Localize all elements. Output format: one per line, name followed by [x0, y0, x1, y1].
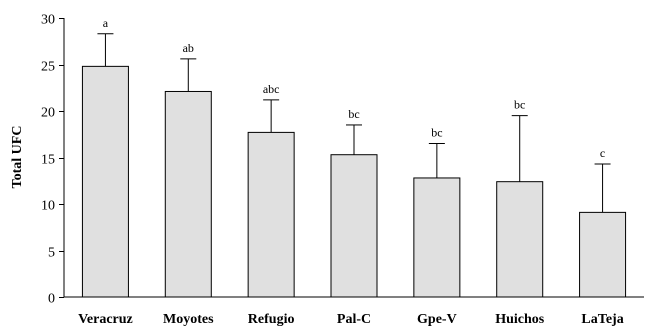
- y-tick-label: 20: [41, 106, 55, 121]
- x-category-label: LaTeja: [581, 312, 623, 327]
- x-category-label: Moyotes: [163, 312, 214, 327]
- bar: [247, 131, 295, 298]
- significance-label: c: [600, 146, 605, 160]
- y-axis-title-group: Total UFC: [10, 126, 25, 189]
- x-category-label: Veracruz: [78, 312, 133, 327]
- bar: [164, 90, 212, 298]
- y-tick-label: 0: [48, 292, 55, 307]
- significance-label: ab: [183, 41, 194, 55]
- bar: [413, 177, 461, 298]
- significance-label: abc: [263, 82, 280, 96]
- y-tick-label: 30: [41, 13, 55, 28]
- x-category-label: Gpe-V: [417, 312, 457, 327]
- bar: [496, 181, 544, 298]
- y-tick-label: 10: [41, 199, 55, 214]
- y-tick-label: 25: [41, 60, 55, 75]
- y-axis-title: Total UFC: [10, 126, 25, 189]
- significance-label: bc: [431, 126, 442, 140]
- bar: [81, 65, 129, 298]
- significance-label: bc: [348, 107, 359, 121]
- x-category-label: Pal-C: [337, 312, 371, 327]
- x-category-label: Refugio: [248, 312, 295, 327]
- plot-area: 0 5 10 15 20 25 30 a Veracruz ab Moyotes abc Refugio…: [41, 13, 644, 327]
- significance-label: bc: [514, 98, 525, 112]
- y-tick-label: 15: [41, 153, 55, 168]
- significance-label: a: [103, 16, 109, 30]
- bar: [579, 211, 627, 298]
- bar: [330, 154, 378, 298]
- y-tick-label: 5: [48, 246, 55, 261]
- x-category-label: Huichos: [495, 312, 545, 327]
